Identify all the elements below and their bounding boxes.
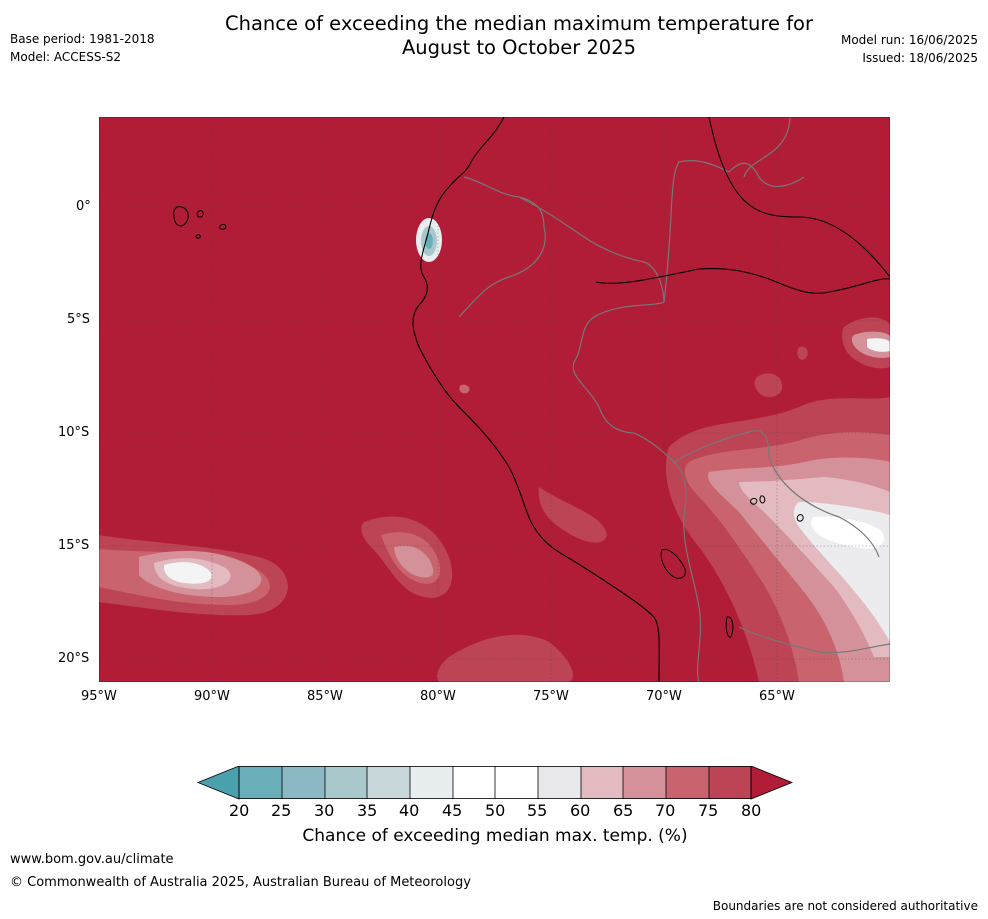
issued-label: Issued: 18/06/2025 — [862, 51, 978, 65]
colorbar-tick-65: 65 — [613, 801, 634, 820]
colorbar-segment-50-55 — [495, 766, 538, 799]
lat-tick-15s: 15°S — [58, 538, 90, 553]
lat-tick-10s: 10°S — [58, 425, 90, 440]
anomaly-region-ecuador-cool — [416, 218, 442, 262]
anomaly-region-pacific-west — [99, 535, 288, 616]
anomaly-spot-3 — [459, 384, 470, 394]
model-label: Model: ACCESS-S2 — [10, 50, 122, 64]
colorbar-under-arrow — [196, 766, 240, 800]
colorbar-frame — [238, 766, 752, 800]
anomaly-region-peru-coast — [538, 487, 607, 543]
disclaimer-text: Boundaries are not considered authoritat… — [712, 899, 978, 913]
colorbar-segment-60-65 — [581, 766, 623, 799]
colorbar-label: Chance of exceeding median max. temp. (%… — [302, 826, 688, 846]
website-link[interactable]: www.bom.gov.au/climate — [10, 852, 174, 867]
lakes — [660, 495, 804, 638]
lat-tick-0: 0° — [76, 199, 91, 214]
colorbar-tick-45: 45 — [442, 801, 463, 820]
anomaly-region-brazil-east — [842, 317, 890, 369]
map-frame — [99, 117, 890, 682]
colorbar-tick-60: 60 — [570, 801, 591, 820]
colorbar-tick-55: 55 — [527, 801, 548, 820]
anomaly-spot-1 — [754, 373, 783, 398]
lon-tick-80w: 80°W — [420, 689, 456, 704]
colorbar-segment-45-50 — [453, 766, 495, 799]
colorbar-segment-70-75 — [666, 766, 709, 799]
colorbar-tick-80: 80 — [741, 801, 762, 820]
lon-tick-70w: 70°W — [646, 689, 682, 704]
colorbar-segment-55-60 — [538, 766, 581, 799]
lon-tick-65w: 65°W — [759, 689, 795, 704]
colorbar-tick-50: 50 — [485, 801, 506, 820]
country-borders — [458, 117, 890, 682]
anomaly-region-pacific-central — [361, 516, 453, 598]
colorbar-segment-65-70 — [623, 766, 666, 799]
colorbar-tick-70: 70 — [655, 801, 676, 820]
copyright-text: © Commonwealth of Australia 2025, Austra… — [10, 875, 471, 890]
lon-tick-90w: 90°W — [194, 689, 230, 704]
colorbar-tick-25: 25 — [271, 801, 292, 820]
lat-tick-20s: 20°S — [58, 651, 90, 666]
colorbar — [196, 766, 794, 800]
lon-tick-85w: 85°W — [307, 689, 343, 704]
colorbar-tick-30: 30 — [314, 801, 335, 820]
colorbar-segment-35-40 — [367, 766, 410, 799]
galapagos-islands — [173, 206, 227, 239]
lon-tick-95w: 95°W — [81, 689, 117, 704]
graticule — [99, 117, 890, 682]
coastline — [412, 117, 890, 682]
colorbar-over-arrow — [750, 766, 794, 800]
colorbar-segment-20-25 — [239, 766, 282, 799]
colorbar-segment-25-30 — [282, 766, 325, 799]
base-period-label: Base period: 1981-2018 — [10, 32, 155, 46]
anomaly-region-south — [437, 634, 573, 682]
forecast-map — [99, 117, 890, 682]
colorbar-tick-40: 40 — [399, 801, 420, 820]
colorbar-segment-40-45 — [410, 766, 453, 799]
colorbar-tick-75: 75 — [698, 801, 719, 820]
title-line-2: August to October 2025 — [401, 36, 637, 59]
colorbar-tick-20: 20 — [229, 801, 250, 820]
colorbar-segment-30-35 — [325, 766, 367, 799]
lon-tick-75w: 75°W — [533, 689, 569, 704]
model-run-label: Model run: 16/06/2025 — [840, 33, 978, 47]
map-title: Chance of exceeding the median maximum t… — [150, 12, 888, 60]
anomaly-spot-2 — [797, 346, 808, 360]
colorbar-dividers — [238, 766, 752, 799]
title-line-1: Chance of exceeding the median maximum t… — [224, 12, 814, 35]
colorbar-segment-75-80 — [709, 766, 751, 799]
colorbar-tick-35: 35 — [357, 801, 378, 820]
lat-tick-5s: 5°S — [67, 312, 91, 327]
